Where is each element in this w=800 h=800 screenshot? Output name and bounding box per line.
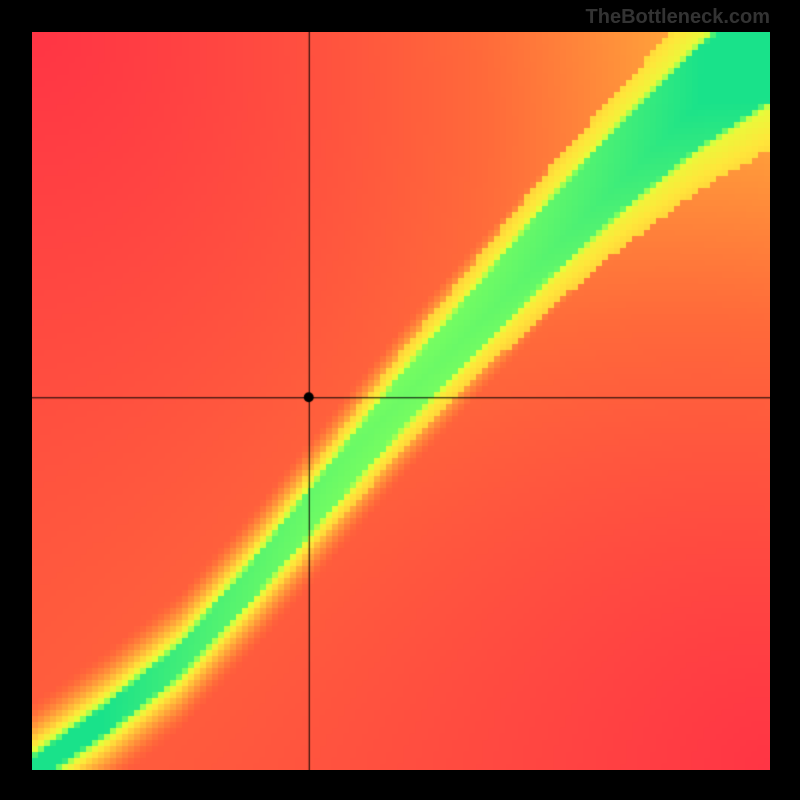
bottleneck-heatmap <box>32 32 770 770</box>
chart-container: TheBottleneck.com <box>0 0 800 800</box>
watermark-text: TheBottleneck.com <box>586 6 770 29</box>
